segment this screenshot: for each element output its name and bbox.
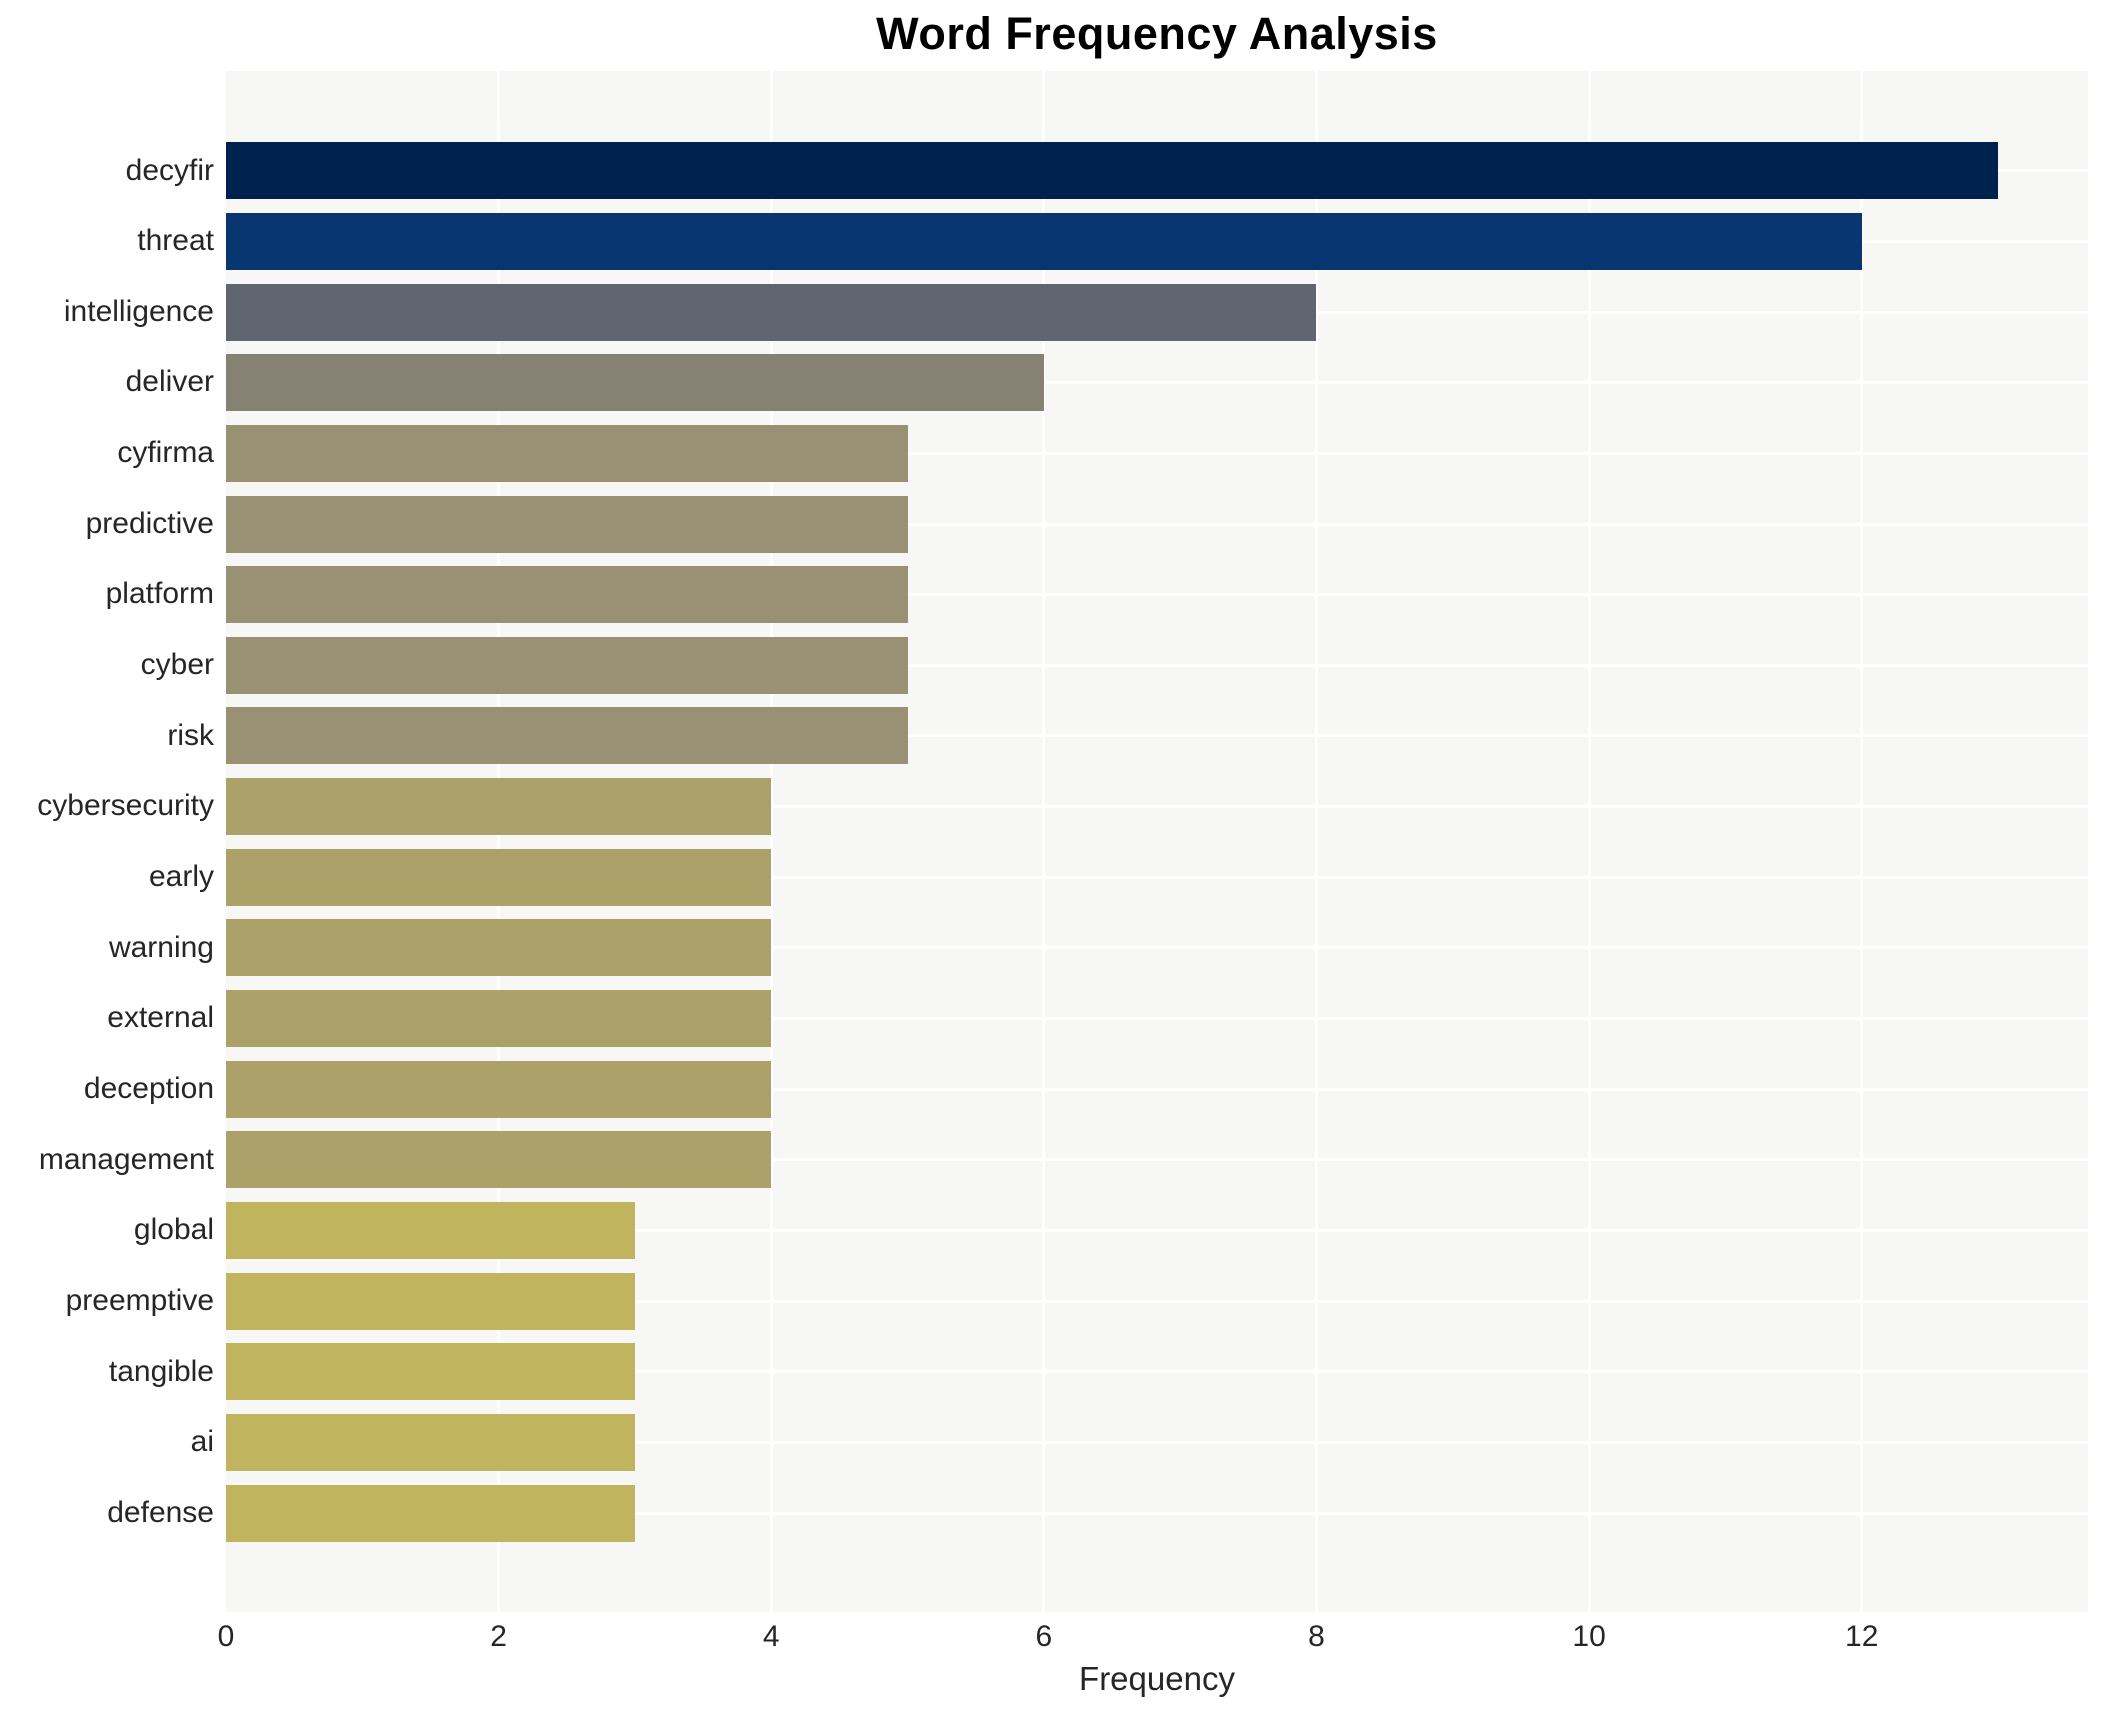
- bar-global: [226, 1202, 635, 1260]
- horizontal-gridline: [226, 451, 2088, 455]
- y-tick-label: external: [107, 1001, 214, 1035]
- bar-row: intelligence: [64, 277, 2088, 348]
- vertical-gridline: [1587, 71, 1591, 1612]
- bar-row: deception: [84, 1054, 2088, 1125]
- bar-row: global: [134, 1195, 2088, 1266]
- vertical-gridline: [1860, 71, 1864, 1612]
- bar-row: predictive: [86, 489, 2088, 560]
- bar-row: platform: [106, 559, 2088, 630]
- bar-tangible: [226, 1343, 635, 1401]
- y-tick-label: cybersecurity: [37, 789, 214, 823]
- bar-cyfirma: [226, 424, 908, 482]
- horizontal-gridline: [226, 1087, 2088, 1091]
- x-tick-label: 6: [1035, 1620, 1053, 1653]
- horizontal-gridline: [226, 805, 2088, 809]
- horizontal-gridline: [226, 1299, 2088, 1303]
- horizontal-gridline: [226, 522, 2088, 526]
- bar-predictive: [226, 495, 908, 553]
- horizontal-gridline: [226, 1440, 2088, 1444]
- horizontal-gridline: [226, 663, 2088, 667]
- x-tick-label: 0: [217, 1620, 235, 1653]
- horizontal-gridline: [226, 1017, 2088, 1021]
- y-tick-label: tangible: [108, 1354, 214, 1388]
- y-tick-label: cyber: [140, 648, 214, 682]
- bar-intelligence: [226, 283, 1317, 341]
- y-tick-label: deception: [83, 1071, 214, 1105]
- bar-row: defense: [107, 1478, 2088, 1549]
- bar-row: preemptive: [66, 1266, 2088, 1337]
- horizontal-gridline: [226, 1370, 2088, 1374]
- y-tick-label: defense: [107, 1495, 214, 1529]
- y-tick-label: decyfir: [125, 153, 214, 187]
- bar-row: cyber: [141, 630, 2088, 701]
- bar-row: risk: [167, 701, 2088, 772]
- y-tick-label: platform: [105, 577, 214, 611]
- vertical-gridline: [1314, 71, 1318, 1612]
- x-tick-label: 2: [490, 1620, 507, 1653]
- horizontal-gridline: [226, 875, 2088, 879]
- bar-row: threat: [137, 206, 2088, 277]
- horizontal-gridline: [226, 734, 2088, 738]
- bar-row: external: [107, 983, 2088, 1054]
- bar-row: warning: [109, 913, 2088, 984]
- horizontal-gridline: [226, 1158, 2088, 1162]
- bar-row: deliver: [126, 347, 2088, 418]
- bar-threat: [226, 212, 1862, 270]
- x-axis-title: Frequency: [1079, 1660, 1235, 1697]
- y-tick-label: predictive: [85, 506, 214, 540]
- bar-defense: [226, 1484, 635, 1542]
- bar-cyber: [226, 636, 908, 694]
- bar-platform: [226, 566, 908, 624]
- x-tick-label: 12: [1845, 1620, 1879, 1653]
- y-tick-label: ai: [190, 1425, 214, 1459]
- y-tick-label: intelligence: [63, 294, 214, 328]
- bar-deliver: [226, 354, 1044, 412]
- horizontal-gridline: [226, 946, 2088, 950]
- bar-external: [226, 990, 772, 1048]
- vertical-gridline: [1042, 71, 1046, 1612]
- y-tick-label: risk: [167, 718, 214, 752]
- x-tick-label: 8: [1308, 1620, 1325, 1653]
- y-tick-label: preemptive: [65, 1283, 214, 1317]
- horizontal-gridline: [226, 1511, 2088, 1515]
- chart-title: Word Frequency Analysis: [876, 8, 1438, 59]
- bar-management: [226, 1131, 772, 1189]
- vertical-gridline: [497, 71, 501, 1612]
- bar-row: decyfir: [126, 136, 2088, 207]
- y-tick-label: management: [38, 1142, 214, 1176]
- x-tick-label: 10: [1572, 1620, 1606, 1653]
- horizontal-gridline: [226, 381, 2088, 385]
- bar-ai: [226, 1413, 635, 1471]
- y-tick-label: threat: [137, 224, 214, 258]
- bar-row: management: [39, 1125, 2088, 1196]
- bar-decyfir: [226, 142, 1999, 200]
- bar-early: [226, 848, 772, 906]
- y-tick-label: early: [148, 860, 214, 893]
- y-tick-label: global: [133, 1213, 214, 1247]
- y-tick-label: cyfirma: [117, 436, 214, 470]
- bar-cybersecurity: [226, 778, 772, 836]
- bar-preemptive: [226, 1272, 635, 1330]
- bar-deception: [226, 1060, 772, 1118]
- bar-row: cybersecurity: [37, 771, 2088, 842]
- plot-area: decyfir threat intelligence deliver cyfirma p…: [37, 71, 2088, 1612]
- y-tick-label: deliver: [125, 365, 214, 399]
- bar-row: early: [149, 842, 2088, 913]
- horizontal-gridline: [226, 1229, 2088, 1233]
- bar-warning: [226, 919, 772, 977]
- x-tick-label: 4: [762, 1620, 780, 1653]
- vertical-gridline: [769, 71, 773, 1612]
- y-tick-label: warning: [108, 930, 214, 964]
- bar-row: ai: [191, 1407, 2088, 1478]
- bar-row: cyfirma: [117, 418, 2088, 489]
- bar-row: tangible: [109, 1337, 2088, 1408]
- horizontal-gridline: [226, 593, 2088, 597]
- bar-risk: [226, 707, 908, 765]
